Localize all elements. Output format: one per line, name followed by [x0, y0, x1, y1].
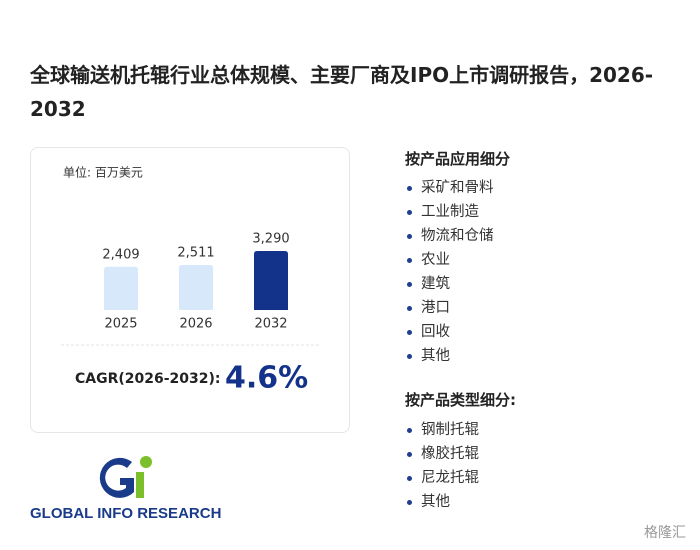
source-mark: 格隆汇 — [644, 525, 686, 541]
application-list: 采矿和骨料 工业制造 物流和仓储 农业 建筑 港口 回收 其他 — [405, 176, 494, 368]
list-item: 回收 — [405, 320, 494, 344]
type-list: 钢制托辊 橡胶托辊 尼龙托辊 其他 — [405, 418, 479, 514]
list-item: 港口 — [405, 296, 494, 320]
chart: 单位: 百万美元 CAGR(2026-2032): 4.6% 2,409 2025… — [61, 165, 321, 396]
list-item: 物流和仓储 — [405, 224, 494, 248]
chart-card: 单位: 百万美元 CAGR(2026-2032): 4.6% 2,409 2025… — [30, 147, 350, 433]
section-title: 按产品应用细分 — [405, 150, 511, 168]
logo-graphic — [99, 456, 152, 498]
x-tick-label: 2032 — [254, 317, 287, 332]
value-label: 2,409 — [102, 247, 139, 262]
list-item: 尼龙托辊 — [405, 466, 479, 490]
value-label: 3,290 — [252, 232, 289, 247]
bar — [104, 266, 138, 310]
unit-label: 单位: 百万美元 — [63, 165, 143, 180]
section-title: 按产品类型细分: — [405, 391, 516, 409]
list-item: 采矿和骨料 — [405, 176, 494, 200]
list-item: 其他 — [405, 344, 494, 368]
value-label: 2,511 — [177, 245, 214, 260]
list-item: 其他 — [405, 490, 479, 514]
logo-text: GLOBAL INFO RESEARCH — [30, 505, 222, 522]
x-tick-label: 2026 — [179, 317, 212, 332]
list-item: 橡胶托辊 — [405, 442, 479, 466]
report-title: 全球输送机托辊行业总体规模、主要厂商及IPO上市调研报告，2026-2032 — [30, 63, 654, 121]
list-item: 工业制造 — [405, 200, 494, 224]
bar — [254, 251, 288, 310]
list-item: 农业 — [405, 248, 494, 272]
list-item: 钢制托辊 — [405, 418, 479, 442]
cagr-label: CAGR(2026-2032): — [75, 371, 221, 387]
list-item: 建筑 — [405, 272, 494, 296]
cagr-value: 4.6% — [225, 361, 308, 396]
bar — [179, 264, 213, 310]
x-tick-label: 2025 — [104, 317, 137, 332]
